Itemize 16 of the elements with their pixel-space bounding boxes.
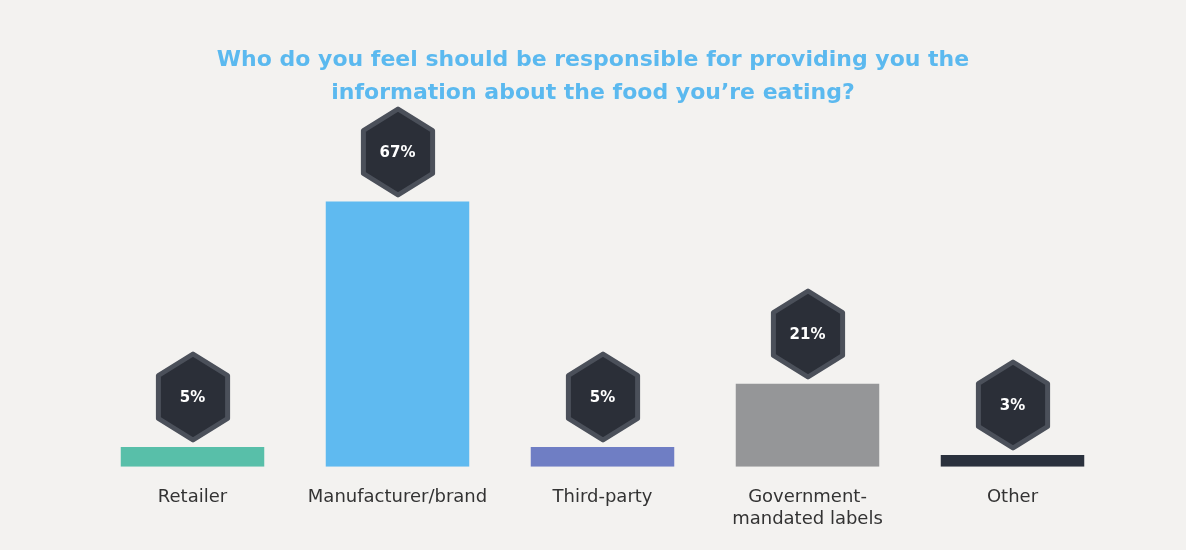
chart-title: Who do you feel should be responsible for providing you the information about the food you’re eating? <box>215 45 971 106</box>
data-label: 5% <box>588 388 617 406</box>
bar <box>325 201 470 467</box>
data-label: 3% <box>998 395 1027 414</box>
x-tick-label: Government-mandated labels <box>732 485 883 528</box>
data-label: 21% <box>788 324 827 343</box>
bar <box>940 454 1085 467</box>
bar <box>530 447 675 467</box>
x-tick-label: Manufacturer/brand <box>307 485 488 507</box>
data-label: 5% <box>178 388 207 406</box>
bar <box>735 383 880 467</box>
x-tick-label: Third-party <box>551 485 653 507</box>
x-tick-label: Retailer <box>157 485 228 507</box>
bar <box>120 447 265 467</box>
x-tick-label: Other <box>986 485 1039 507</box>
data-label: 67% <box>378 142 417 161</box>
